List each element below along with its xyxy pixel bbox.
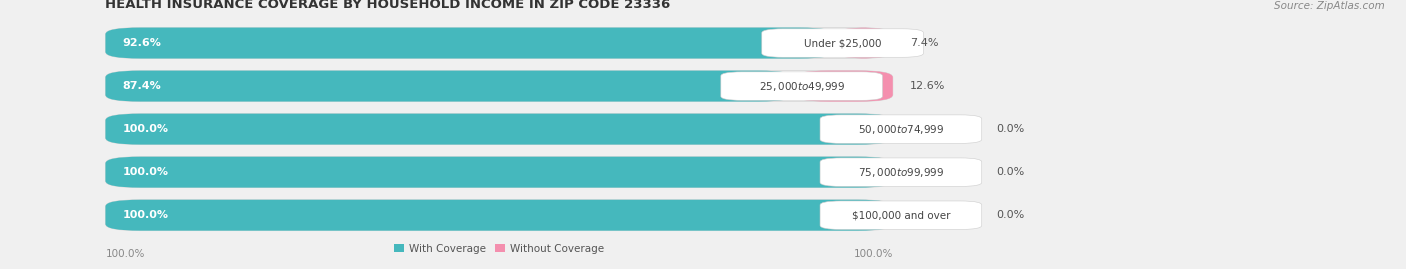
Text: 7.4%: 7.4% bbox=[910, 38, 938, 48]
Text: 92.6%: 92.6% bbox=[122, 38, 162, 48]
Text: $25,000 to $49,999: $25,000 to $49,999 bbox=[758, 80, 845, 93]
FancyBboxPatch shape bbox=[105, 71, 793, 102]
FancyBboxPatch shape bbox=[820, 201, 981, 229]
FancyBboxPatch shape bbox=[105, 28, 893, 59]
FancyBboxPatch shape bbox=[105, 200, 893, 231]
Text: 0.0%: 0.0% bbox=[995, 210, 1024, 220]
Text: HEALTH INSURANCE COVERAGE BY HOUSEHOLD INCOME IN ZIP CODE 23336: HEALTH INSURANCE COVERAGE BY HOUSEHOLD I… bbox=[105, 0, 671, 11]
FancyBboxPatch shape bbox=[793, 71, 893, 102]
Text: 100.0%: 100.0% bbox=[122, 210, 169, 220]
FancyBboxPatch shape bbox=[105, 157, 893, 188]
FancyBboxPatch shape bbox=[105, 28, 835, 59]
Text: $100,000 and over: $100,000 and over bbox=[852, 210, 950, 220]
Legend: With Coverage, Without Coverage: With Coverage, Without Coverage bbox=[389, 239, 609, 258]
Text: $75,000 to $99,999: $75,000 to $99,999 bbox=[858, 166, 943, 179]
Text: 100.0%: 100.0% bbox=[853, 250, 893, 260]
FancyBboxPatch shape bbox=[820, 115, 981, 143]
Text: 0.0%: 0.0% bbox=[995, 124, 1024, 134]
Text: Source: ZipAtlas.com: Source: ZipAtlas.com bbox=[1274, 1, 1385, 11]
Text: 12.6%: 12.6% bbox=[910, 81, 945, 91]
Text: 100.0%: 100.0% bbox=[105, 250, 145, 260]
Text: Under $25,000: Under $25,000 bbox=[804, 38, 882, 48]
Text: $50,000 to $74,999: $50,000 to $74,999 bbox=[858, 123, 943, 136]
FancyBboxPatch shape bbox=[762, 29, 924, 57]
FancyBboxPatch shape bbox=[835, 28, 893, 59]
FancyBboxPatch shape bbox=[105, 157, 893, 188]
FancyBboxPatch shape bbox=[105, 114, 893, 145]
FancyBboxPatch shape bbox=[105, 114, 893, 145]
Text: 100.0%: 100.0% bbox=[122, 167, 169, 177]
Text: 87.4%: 87.4% bbox=[122, 81, 162, 91]
FancyBboxPatch shape bbox=[721, 72, 883, 100]
FancyBboxPatch shape bbox=[105, 71, 893, 102]
Text: 0.0%: 0.0% bbox=[995, 167, 1024, 177]
Text: 100.0%: 100.0% bbox=[122, 124, 169, 134]
FancyBboxPatch shape bbox=[105, 200, 893, 231]
FancyBboxPatch shape bbox=[820, 158, 981, 186]
